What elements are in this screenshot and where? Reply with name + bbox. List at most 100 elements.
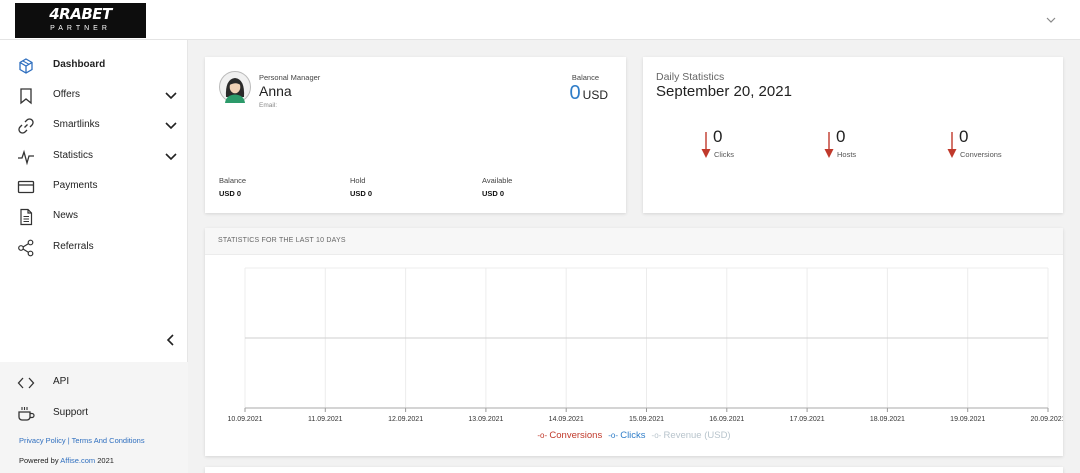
stat-label: Available [482,176,513,185]
sidebar-footer: API Support [0,362,188,473]
arrow-down-icon [701,132,711,158]
legend-item[interactable]: -o- Clicks [608,430,645,441]
sidebar-item-payments[interactable]: Payments [0,172,188,202]
metric-value: 0 [959,127,969,146]
chevron-down-icon[interactable] [164,120,178,132]
legend-marker-icon: -o- [608,431,621,440]
sidebar-item-label: Dashboard [53,59,106,70]
arrow-down-icon [947,132,957,158]
link-separator: | [67,436,70,445]
statistics-chart-card: STATISTICS FOR THE LAST 10 DAYS 10.09.20… [205,228,1063,456]
metric-clicks: 0 Clicks [700,127,790,167]
stat-balance: Balance USD 0 [219,176,246,198]
brand-name: 4RABET [49,5,112,23]
x-tick-label: 11.09.2021 [308,416,343,423]
footer-links: Privacy Policy | Terms And Conditions [19,436,145,445]
balance-amount: 0 USD [570,82,608,105]
stat-label: Balance [219,176,247,185]
legend-label: Revenue (USD) [663,430,731,441]
metric-label: Conversions [960,150,1002,159]
sidebar-item-news[interactable]: News [0,202,188,232]
x-tick-label: 18.09.2021 [870,416,905,423]
sidebar-item-label: Offers [53,89,81,100]
pulse-icon [18,149,34,166]
metric-value: 0 [713,127,723,146]
coffee-cup-icon [18,407,35,421]
chevron-down-icon[interactable] [164,90,178,102]
daily-statistics-label: Daily Statistics [656,71,725,83]
legend-item[interactable]: -o- Revenue (USD) [652,430,731,441]
legend-label: Conversions [549,430,603,441]
privacy-policy-link[interactable]: Privacy Policy [19,436,66,445]
top-bar: 4RABET PARTNER [0,0,1080,40]
manager-email-label: Email: [259,102,278,109]
brand-logo[interactable]: 4RABET PARTNER [15,3,146,38]
chart-header: STATISTICS FOR THE LAST 10 DAYS [205,228,1063,255]
legend-marker-icon: -o- [651,431,664,440]
link-icon [18,118,34,134]
sidebar-item-label: Referrals [53,241,94,252]
sidebar-item-smartlinks[interactable]: Smartlinks [0,111,188,141]
sidebar-item-statistics[interactable]: Statistics [0,142,188,172]
cube-icon [19,58,33,74]
personal-manager-label: Personal Manager [259,73,321,82]
personal-manager-card: Personal Manager Anna Email: Balance 0 US… [205,57,626,213]
document-icon [20,208,33,226]
x-tick-label: 10.09.2021 [227,416,262,423]
sidebar-item-offers[interactable]: Offers [0,81,188,111]
powered-prefix: Powered by [19,456,59,465]
legend-label: Clicks [620,430,646,441]
sidebar-item-label: Smartlinks [53,119,100,130]
stat-hold: Hold USD 0 [350,176,372,198]
avatar [219,71,251,103]
stat-value: USD 0 [482,189,505,198]
manager-name: Anna [259,83,292,99]
metric-conversions: 0 Conversions [946,127,1036,167]
sidebar-item-referrals[interactable]: Referrals [0,233,188,263]
x-tick-label: 13.09.2021 [468,416,503,423]
x-tick-label: 19.09.2021 [950,416,985,423]
daily-statistics-card: Daily Statistics September 20, 2021 0 Cl… [643,57,1063,213]
metric-hosts: 0 Hosts [823,127,913,167]
account-menu-chevron-icon[interactable] [1044,13,1058,27]
metric-label: Hosts [837,150,857,159]
sidebar-item-support[interactable]: Support [0,399,188,429]
next-card [205,467,1063,473]
credit-card-icon [17,180,35,194]
sidebar: Dashboard Offers Smartlinks Statistics P… [0,40,188,473]
powered-year: 2021 [97,456,114,465]
legend-marker-icon: -o- [537,431,550,440]
sidebar-item-api[interactable]: API [0,368,188,398]
sidebar-item-dashboard[interactable]: Dashboard [0,51,188,81]
share-icon [18,239,34,257]
balance-value: 0 [569,82,581,104]
stat-label: Hold [350,176,366,185]
affise-link[interactable]: Affise.com [60,456,96,465]
powered-by: Powered by Affise.com 2021 [19,456,114,465]
x-tick-label: 17.09.2021 [790,416,825,423]
bookmark-icon [20,88,32,105]
terms-link[interactable]: Terms And Conditions [71,436,145,445]
sidebar-item-label: News [53,210,79,221]
sidebar-item-label: Support [53,407,89,418]
balance-label: Balance [571,73,599,82]
stat-value: USD 0 [350,189,373,198]
x-tick-label: 14.09.2021 [549,416,584,423]
x-tick-label: 12.09.2021 [388,416,423,423]
sidebar-item-label: Statistics [53,150,94,161]
code-icon [17,377,35,389]
x-tick-label: 16.09.2021 [709,416,744,423]
chart-legend: -o- Conversions -o- Clicks -o- Revenue (US… [205,430,1063,441]
x-tick-label: 15.09.2021 [629,416,664,423]
chart-title: STATISTICS FOR THE LAST 10 DAYS [218,237,346,244]
chevron-down-icon[interactable] [164,151,178,163]
x-tick-label: 20.09.2021 [1030,416,1063,423]
line-chart: 10.09.2021 11.09.2021 12.09.2021 13.09.2021… [227,267,1063,423]
sidebar-item-label: API [53,376,70,387]
arrow-down-icon [824,132,834,158]
legend-item[interactable]: -o- Conversions [537,430,602,441]
daily-statistics-date: September 20, 2021 [656,83,792,100]
collapse-sidebar-chevron-left-icon[interactable] [164,333,178,347]
metric-label: Clicks [714,150,734,159]
stat-value: USD 0 [219,189,242,198]
